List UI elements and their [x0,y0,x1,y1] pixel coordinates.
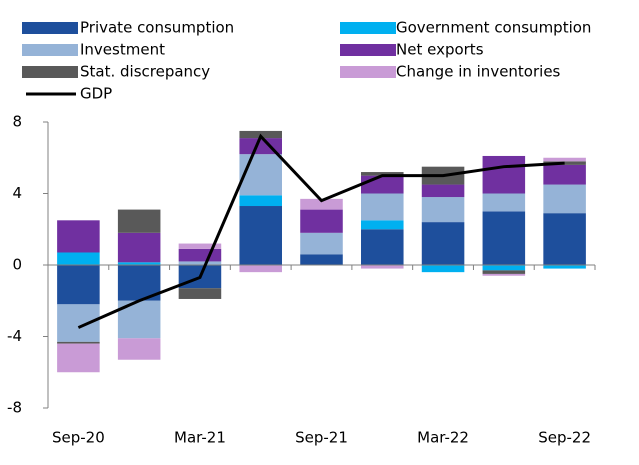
bar-segment [361,229,404,265]
x-tick-label: Mar-21 [174,429,226,447]
x-tick-label: Sep-21 [295,429,348,447]
bar-segment [543,161,586,165]
bar-segment [543,157,586,162]
bar-segment [543,265,586,269]
bar-segment [421,265,465,273]
y-tick-label: 0 [12,256,22,274]
legend-label: Government consumption [396,19,591,37]
bar-segment [239,206,282,265]
bar-segment [57,304,100,342]
legend-label: Stat. discrepancy [80,63,210,81]
bar-segment [57,343,100,373]
bar-segment [117,262,161,265]
bar-segment [482,270,526,274]
x-tick-label: Sep-20 [52,429,105,447]
bar-segment [117,338,161,360]
bar-segment [57,341,100,344]
bar-segment [543,213,586,265]
bar-segment [421,197,465,223]
bar-segment [482,265,526,271]
bar-segment [482,193,526,212]
bar-segment [361,265,404,269]
legend-label: Private consumption [80,19,234,37]
bar-segment [300,209,343,233]
legend-label: Net exports [396,41,484,59]
bar-segment [300,254,343,265]
bar-segment [361,172,404,176]
bar-segment [178,288,222,299]
bar-segment [178,248,222,262]
y-tick-label: -8 [7,399,22,417]
bar-segment [239,265,282,273]
bar-segment [239,154,282,196]
bar-segment [300,198,343,210]
legend-swatch [340,22,396,34]
bar-segment [482,273,526,276]
x-tick-label: Sep-22 [538,429,591,447]
bar-segment [543,184,586,214]
bar-segment [300,232,343,255]
y-tick-label: 4 [12,184,22,202]
bar-segment [361,175,404,194]
legend-label: Change in inventories [396,63,561,81]
bar-segment [421,222,465,265]
bar-segment [361,220,404,230]
bar-segment [482,155,526,194]
bar-segment [117,209,161,233]
legend-swatch [22,66,78,78]
bar-segment [57,265,100,305]
legend-swatch [22,22,78,34]
bar-segment [482,211,526,265]
legend-swatch [22,44,78,56]
bar-segment [239,195,282,207]
bar-segment [57,220,100,253]
bar-segment [543,164,586,185]
bar-segment [117,232,161,263]
y-tick-label: -4 [7,327,22,345]
x-tick-label: Mar-22 [417,429,469,447]
bar-segment [421,184,465,198]
legend-swatch [340,44,396,56]
bar-segment [57,252,100,265]
bar-segment [178,243,222,249]
legend-label: Investment [80,41,165,59]
bar-segment [361,193,404,221]
bar-segment [239,138,282,155]
legend-label: GDP [80,85,112,103]
legend-swatch [340,66,396,78]
line [77,133,565,329]
bar-segment [178,261,222,265]
y-tick-label: 8 [12,113,22,131]
